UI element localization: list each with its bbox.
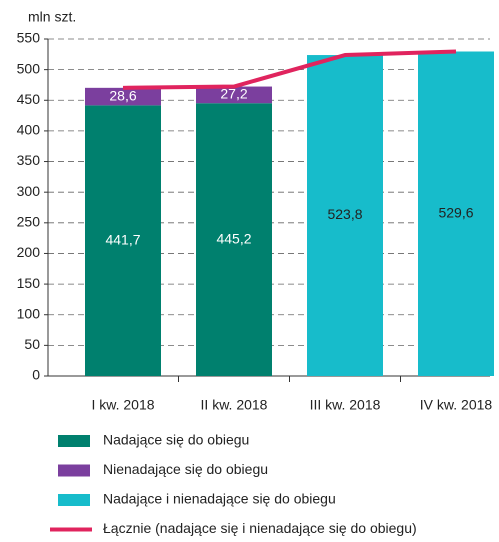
bar-segment bbox=[307, 55, 383, 376]
x-tick-label: I kw. 2018 bbox=[91, 397, 154, 413]
bar-segment bbox=[196, 86, 272, 104]
data-label: 445,2 bbox=[216, 230, 251, 246]
y-tick-label: 200 bbox=[17, 244, 41, 260]
y-axis-title: mln szt. bbox=[28, 9, 76, 25]
bar-segment bbox=[418, 51, 494, 377]
x-tick-label: IV kw. 2018 bbox=[420, 397, 493, 413]
data-label: 523,8 bbox=[327, 206, 362, 222]
bar-segment bbox=[196, 103, 272, 377]
legend-label: Łącznie (nadające się i nienadające się … bbox=[103, 520, 417, 536]
legend-swatch bbox=[58, 435, 90, 447]
bar-segment bbox=[85, 105, 161, 376]
y-tick-label: 500 bbox=[17, 60, 41, 76]
legend-label: Nadające i nienadające się do obiegu bbox=[103, 491, 336, 507]
y-tick-label: 300 bbox=[17, 183, 41, 199]
y-tick-label: 550 bbox=[17, 30, 41, 46]
y-tick-label: 150 bbox=[17, 275, 41, 291]
legend-label: Nienadające się do obiegu bbox=[103, 461, 268, 477]
x-tick-label: II kw. 2018 bbox=[201, 397, 268, 413]
legend-swatch bbox=[58, 464, 90, 477]
data-label: 27,2 bbox=[220, 86, 247, 102]
y-tick-label: 400 bbox=[17, 122, 41, 138]
y-tick-label: 250 bbox=[17, 214, 41, 230]
y-tick-label: 50 bbox=[24, 336, 40, 352]
legend-label: Nadające się do obiegu bbox=[103, 432, 249, 448]
line bbox=[122, 49, 457, 90]
data-label: 529,6 bbox=[438, 204, 473, 220]
y-tick-label: 100 bbox=[17, 305, 41, 321]
legend-swatch bbox=[58, 494, 90, 506]
bar-segment bbox=[85, 87, 161, 106]
x-tick-label: III kw. 2018 bbox=[310, 397, 381, 413]
y-tick-label: 450 bbox=[17, 91, 41, 107]
data-label: 441,7 bbox=[105, 231, 140, 247]
y-tick-label: 350 bbox=[17, 152, 41, 168]
data-label: 28,6 bbox=[109, 87, 136, 103]
y-tick-label: 0 bbox=[32, 367, 40, 383]
